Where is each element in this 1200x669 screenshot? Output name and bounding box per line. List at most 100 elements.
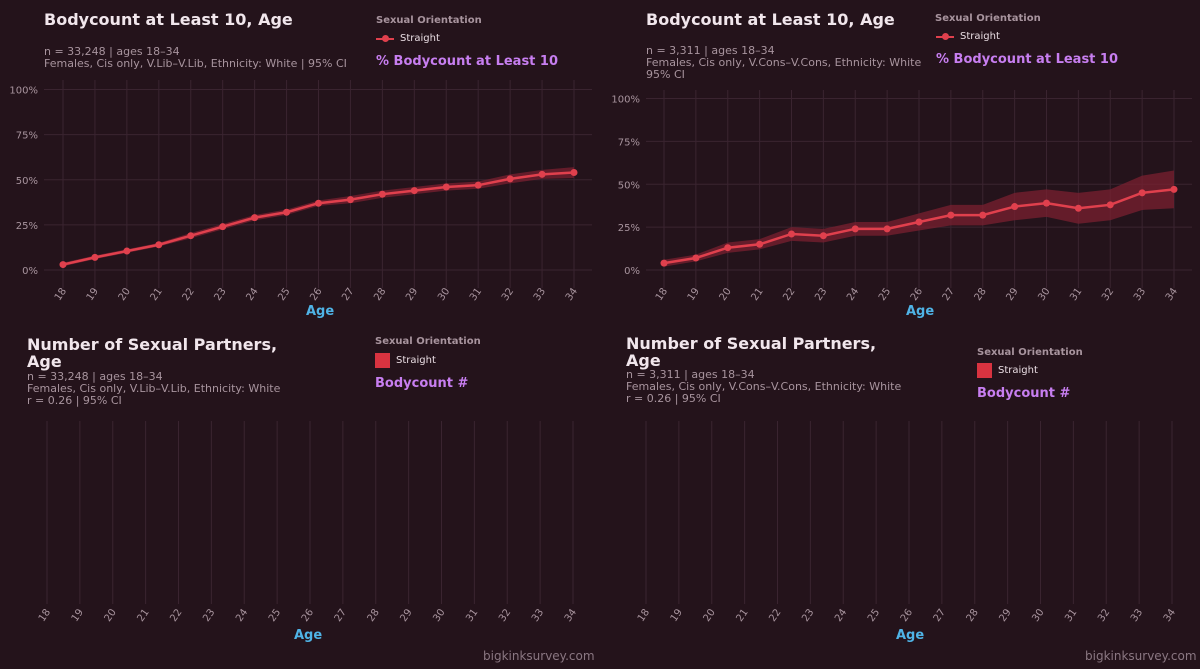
x-tick-label: 28 xyxy=(366,607,382,624)
legend-title: Sexual Orientation xyxy=(376,15,482,26)
data-point xyxy=(155,241,163,249)
chart-subtitle-line-1: n = 3,311 | ages 18–34 xyxy=(626,368,755,381)
x-tick-label: 19 xyxy=(686,286,702,303)
line-swatch-icon xyxy=(376,34,394,42)
x-tick-label: 31 xyxy=(468,286,484,303)
x-tick-label: 18 xyxy=(654,286,670,303)
y-tick-label: 100% xyxy=(9,86,38,97)
data-point xyxy=(1011,203,1019,211)
legend-title: Sexual Orientation xyxy=(977,347,1083,358)
x-tick-label: 28 xyxy=(973,286,989,303)
chart-subtitle-line-2: Females, Cis only, V.Cons–V.Cons, Ethnic… xyxy=(646,56,922,69)
x-tick-label: 22 xyxy=(781,286,797,303)
x-tick-label: 18 xyxy=(636,607,652,624)
x-tick-label: 25 xyxy=(267,607,283,624)
x-tick-label: 18 xyxy=(53,286,69,303)
x-tick-label: 23 xyxy=(201,607,217,624)
x-tick-label: 32 xyxy=(497,607,513,624)
x-tick-label: 31 xyxy=(1068,286,1084,303)
x-tick-label: 33 xyxy=(532,286,548,303)
x-tick-label: 33 xyxy=(1132,286,1148,303)
x-axis-label: Age xyxy=(896,628,925,643)
chart-title: Number of Sexual Partners, Age xyxy=(626,334,877,370)
data-point xyxy=(315,199,322,207)
x-tick-label: 21 xyxy=(749,286,765,303)
data-point xyxy=(283,208,291,216)
x-tick-label: 27 xyxy=(340,286,356,303)
x-tick-label: 34 xyxy=(1164,286,1180,303)
x-tick-label: 24 xyxy=(845,286,861,303)
data-point xyxy=(979,211,987,219)
x-tick-label: 25 xyxy=(276,286,292,303)
line-swatch-icon xyxy=(936,32,954,40)
data-point xyxy=(570,169,578,177)
legend-title: Sexual Orientation xyxy=(375,336,481,347)
x-tick-label: 27 xyxy=(333,607,349,624)
metric-label: % Bodycount at Least 10 xyxy=(376,54,559,69)
x-tick-label: 34 xyxy=(1162,607,1178,624)
data-point xyxy=(883,225,891,233)
x-tick-label: 19 xyxy=(85,286,101,303)
data-point xyxy=(660,259,668,267)
x-tick-label: 23 xyxy=(212,286,228,303)
data-point xyxy=(1138,189,1146,197)
x-tick-label: 30 xyxy=(436,286,452,303)
chart-title: Number of Sexual Partners, Age xyxy=(27,335,278,371)
legend-label: Straight xyxy=(396,355,436,366)
chart-panel-bottom-right: 0102030181920212223242526272829303132333… xyxy=(600,334,1200,668)
x-tick-label: 27 xyxy=(941,286,957,303)
metric-label: Bodycount # xyxy=(375,376,469,391)
legend-item-straight: Straight xyxy=(977,363,1038,378)
chart-plot-3: 0102030181920212223242526272829303132333… xyxy=(636,421,1178,624)
chart-subtitle-line-1: n = 3,311 | ages 18–34 xyxy=(646,44,775,57)
watermark: bigkinksurvey.com xyxy=(483,649,595,663)
x-tick-label: 21 xyxy=(135,607,151,624)
data-point xyxy=(1106,201,1114,209)
x-tick-label: 22 xyxy=(181,286,197,303)
x-tick-label: 22 xyxy=(168,607,184,624)
data-point xyxy=(1074,204,1082,212)
x-tick-label: 32 xyxy=(500,286,516,303)
x-tick-label: 26 xyxy=(899,607,915,624)
chart-subtitle-line-1: n = 33,248 | ages 18–34 xyxy=(44,45,180,58)
data-point xyxy=(819,232,827,240)
y-tick-label: 25% xyxy=(16,221,38,232)
x-tick-label: 30 xyxy=(1036,286,1052,303)
y-tick-label: 25% xyxy=(618,223,640,234)
x-tick-label: 33 xyxy=(530,607,546,624)
chart-panel-bottom-left: 010201819202122232425262728293031323334 … xyxy=(0,334,600,668)
chart-title: Bodycount at Least 10, Age xyxy=(44,10,293,29)
data-point xyxy=(538,170,546,178)
x-tick-label: 26 xyxy=(300,607,316,624)
data-point xyxy=(59,261,67,269)
data-point xyxy=(947,211,955,219)
x-tick-label: 20 xyxy=(117,286,133,303)
x-tick-label: 20 xyxy=(718,286,734,303)
x-tick-label: 29 xyxy=(1004,286,1020,303)
data-point xyxy=(346,196,354,204)
chart-subtitle-line-1: n = 33,248 | ages 18–34 xyxy=(27,370,163,383)
x-tick-label: 20 xyxy=(103,607,119,624)
x-tick-label: 26 xyxy=(909,286,925,303)
x-tick-label: 29 xyxy=(398,607,414,624)
data-point xyxy=(788,230,795,238)
x-tick-label: 25 xyxy=(866,607,882,624)
chart-subtitle-line-2: Females, Cis only, V.Lib–V.Lib, Ethnicit… xyxy=(44,57,347,70)
data-point xyxy=(251,214,259,222)
x-tick-label: 29 xyxy=(997,607,1013,624)
chart-panel-top-left: 0% 25% 50% 75% 100% 18 19 20 21 22 23 24 25 26 27 28 29 3… xyxy=(0,0,600,334)
chart-subtitle-line-2: Females, Cis only, V.Lib–V.Lib, Ethnicit… xyxy=(27,382,281,395)
x-tick-label: 29 xyxy=(404,286,420,303)
chart-subtitle-line-2: Females, Cis only, V.Cons–V.Cons, Ethnic… xyxy=(626,380,902,393)
legend-label: Straight xyxy=(400,33,440,44)
y-tick-label: 100% xyxy=(611,95,640,106)
legend-item-straight: Straight xyxy=(376,33,440,44)
x-tick-label: 19 xyxy=(70,607,86,624)
data-point xyxy=(724,244,732,252)
data-point xyxy=(187,232,195,240)
y-tick-label: 50% xyxy=(16,176,38,187)
legend-item-straight: Straight xyxy=(375,353,436,368)
x-tick-label: 27 xyxy=(932,607,948,624)
legend-item-straight: Straight xyxy=(936,31,1000,42)
data-point xyxy=(756,240,764,248)
